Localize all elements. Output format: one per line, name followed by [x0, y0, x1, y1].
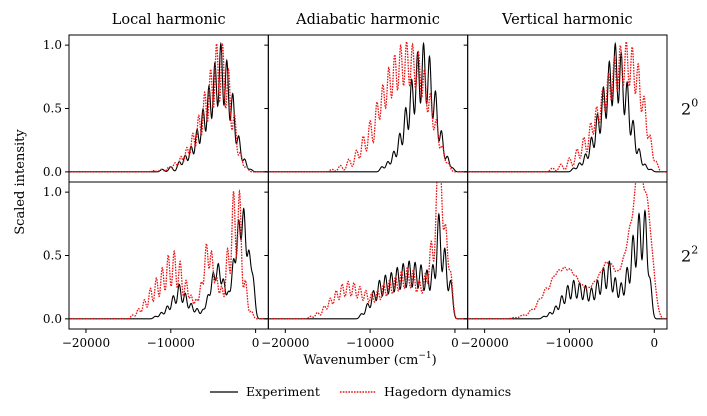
series-experiment-line	[69, 41, 269, 173]
x-tick-label: −10000	[346, 336, 394, 350]
series-experiment-line	[467, 41, 667, 173]
x-tick-label: 0	[252, 336, 260, 350]
series-hagedorn-line	[268, 39, 468, 173]
series-hagedorn-line	[69, 188, 269, 320]
panel-frame	[467, 34, 668, 183]
panel-frame	[267, 181, 469, 330]
column-title-1: Local harmonic	[112, 12, 226, 28]
series-hagedorn-line	[268, 182, 468, 320]
series-hagedorn-line	[467, 182, 667, 320]
series-experiment-line	[268, 41, 468, 173]
y-axis-label: Scaled intensity	[13, 129, 28, 235]
panel-frame	[68, 34, 269, 183]
series-experiment-line	[467, 209, 667, 320]
panel-r1-c1: 0.0 0.5 1.0	[43, 34, 269, 183]
panel-r2-c2: −20000 −10000 0	[261, 181, 469, 350]
legend-experiment-label: Experiment	[246, 384, 320, 399]
series-hagedorn-line	[467, 39, 667, 173]
x-tick-label: −20000	[261, 336, 309, 350]
x-tick-label: −20000	[461, 336, 509, 350]
panel-r2-c1: 0.0 0.5 1.0 −20000 −10000 0	[43, 181, 269, 350]
panel-frame	[267, 34, 469, 183]
x-tick-label: 0	[451, 336, 459, 350]
x-tick-label: −20000	[62, 336, 110, 350]
y-tick-label: 1.0	[43, 38, 62, 52]
y-tick-label: 0.5	[43, 249, 62, 263]
x-tick-label: −10000	[147, 336, 195, 350]
series-hagedorn-line	[69, 41, 269, 173]
y-tick-label: 1.0	[43, 185, 62, 199]
panel-r1-c2	[264, 34, 469, 183]
column-title-3: Vertical harmonic	[501, 12, 633, 28]
y-tick-label: 0.5	[43, 102, 62, 116]
panel-r1-c3	[463, 34, 668, 183]
x-axis-label: Wavenumber (cm−1)	[303, 351, 437, 368]
x-tick-label: −10000	[545, 336, 593, 350]
column-title-2: Adiabatic harmonic	[295, 12, 440, 28]
row-label-2: 22	[681, 244, 698, 266]
series-experiment-line	[69, 207, 269, 320]
row-label-1: 20	[681, 97, 698, 119]
y-tick-label: 0.0	[43, 312, 62, 326]
y-tick-label: 0.0	[43, 165, 62, 179]
series-experiment-line	[268, 212, 468, 320]
legend-hagedorn-label: Hagedorn dynamics	[384, 384, 511, 399]
legend: Experiment Hagedorn dynamics	[210, 384, 511, 399]
panel-r2-c3: −20000 −10000 0	[461, 181, 668, 350]
x-tick-label: 0	[650, 336, 658, 350]
